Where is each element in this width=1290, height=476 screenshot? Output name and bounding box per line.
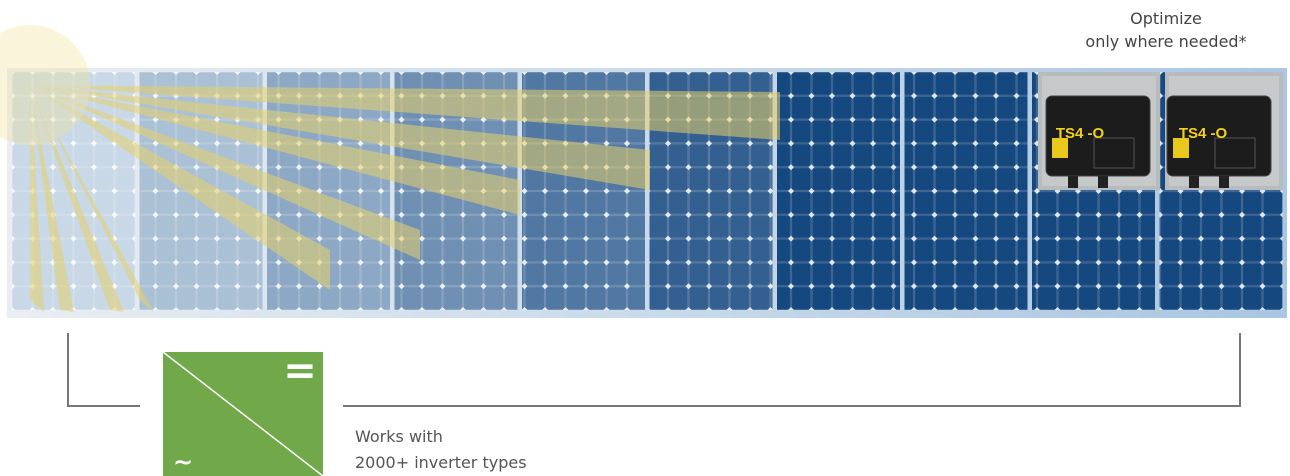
sun-ray [30,85,780,100]
connector [1068,176,1078,188]
inverter-diagonal [162,351,324,476]
sun-ray [30,85,780,140]
optimizer-label-plate [1173,138,1189,158]
header-line: only where needed* [1085,32,1246,51]
optimizer: TS4 -O [1165,72,1283,190]
connector [1189,176,1199,188]
panel-cells [904,72,1028,310]
sun-ray [30,85,650,190]
wire [343,333,1241,407]
caption-line: Works with [355,427,443,446]
ac-symbol: ~ [173,448,193,476]
optimizer-panel [1093,137,1135,169]
caption-line: 2000+ inverter types [355,453,527,472]
sun-ray [30,85,154,312]
optimizer-label-plate [1052,138,1068,158]
sun-ray [30,85,330,290]
optimizer-panel [1214,137,1256,169]
header-line: Optimize [1130,9,1202,28]
sun-ray [30,85,74,312]
sun-ray [30,85,124,312]
sun-glow [0,25,90,145]
optimizer: TS4 -O [1038,72,1160,190]
sun-rays [0,25,780,312]
sun-ray [30,85,520,215]
optimizer-label: TS4 -O [1179,125,1228,142]
optimizer-label: TS4 -O [1056,125,1105,142]
panel-cells [777,72,900,310]
dc-symbol: = [283,348,317,394]
sun-ray [30,85,44,312]
sun-ray [30,85,420,260]
connector [1098,176,1108,188]
wire [67,333,140,407]
connector [1219,176,1229,188]
